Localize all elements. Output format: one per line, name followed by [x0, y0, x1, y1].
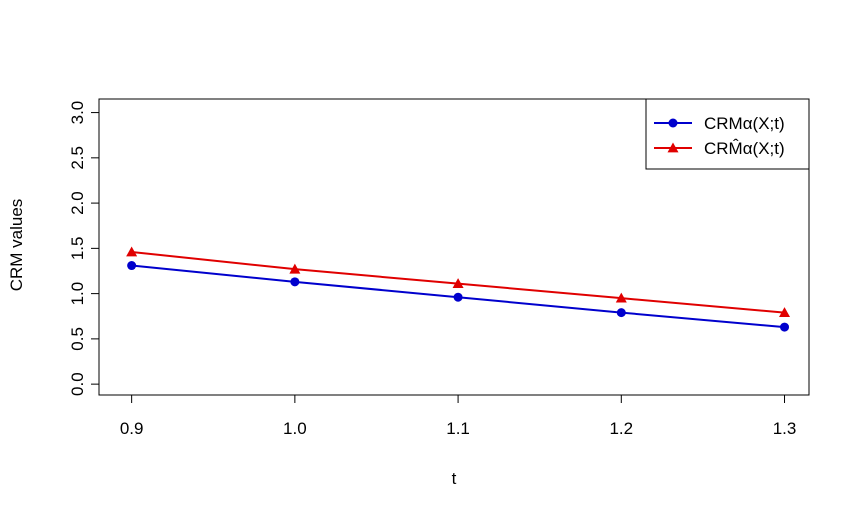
data-point	[453, 292, 463, 302]
y-axis-title: CRM values	[7, 199, 26, 292]
legend-item-2: CRM̂α(X;t)	[654, 138, 785, 158]
legend-label: CRM̂α(X;t)	[704, 138, 785, 158]
y-tick-label: 0.5	[68, 327, 87, 351]
data-point	[616, 308, 626, 318]
legend-marker	[668, 118, 678, 128]
data-point	[779, 307, 791, 318]
series-1	[127, 261, 790, 332]
series-layer	[126, 246, 791, 332]
data-point	[780, 322, 790, 332]
data-point	[127, 261, 137, 271]
data-point	[126, 246, 138, 257]
x-tick-label: 1.3	[773, 419, 797, 438]
data-point	[452, 278, 464, 289]
y-tick-label: 3.0	[68, 101, 87, 125]
legend-label: CRMα(X;t)	[704, 114, 785, 133]
x-tick-label: 1.1	[446, 419, 470, 438]
y-tick-label: 1.5	[68, 237, 87, 261]
legend-item-1: CRMα(X;t)	[654, 114, 785, 133]
x-axis-title: t	[452, 469, 457, 488]
legend-box	[645, 98, 810, 170]
x-tick-label: 1.0	[283, 419, 307, 438]
legend-marker	[667, 142, 679, 153]
data-point	[289, 263, 301, 274]
y-tick-label: 2.5	[68, 146, 87, 170]
data-point	[615, 292, 627, 303]
y-tick-label: 1.0	[68, 282, 87, 306]
legend: CRMα(X;t) CRM̂α(X;t)	[645, 98, 810, 170]
y-tick-label: 2.0	[68, 191, 87, 215]
data-point	[290, 277, 300, 287]
x-tick-label: 0.9	[120, 419, 144, 438]
y-tick-label: 0.0	[68, 372, 87, 396]
series-2	[126, 246, 791, 318]
x-tick-label: 1.2	[609, 419, 633, 438]
x-axis: 0.9 1.0 1.1 1.2 1.3	[120, 394, 797, 438]
y-axis: 0.0 0.5 1.0 1.5 2.0 2.5 3.0	[68, 101, 100, 396]
